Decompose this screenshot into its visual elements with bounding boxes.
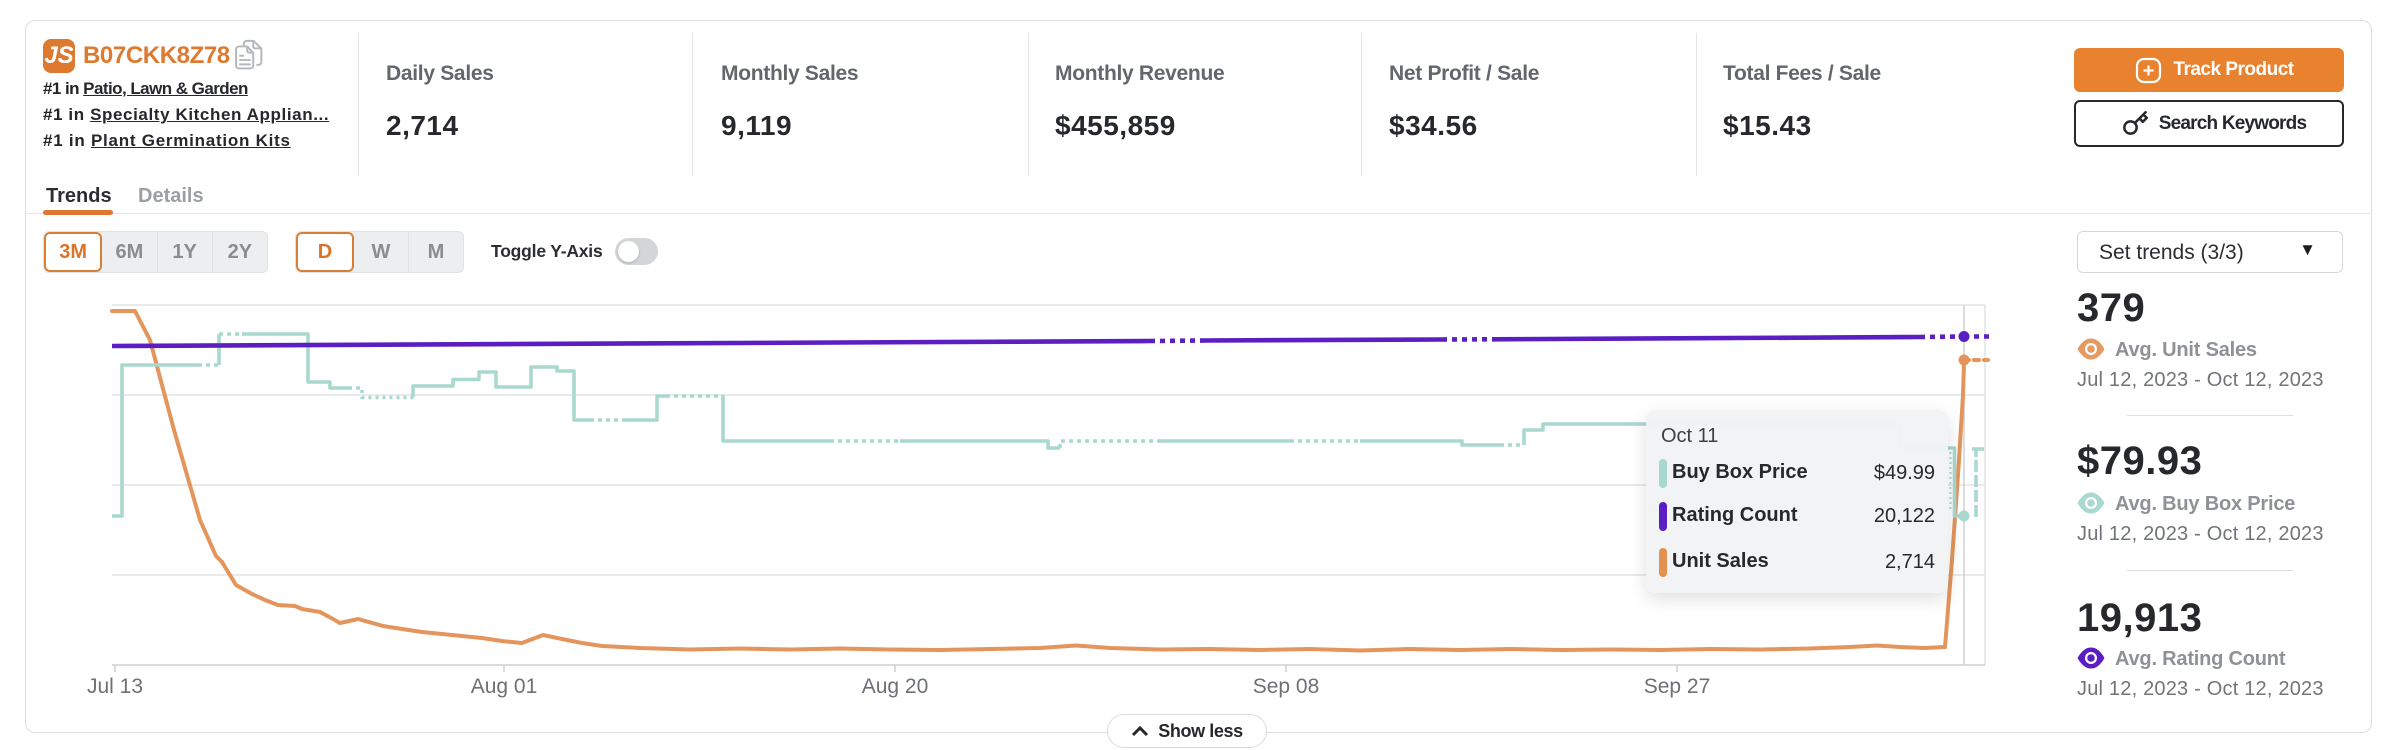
svg-text:Jul 13: Jul 13 <box>87 675 143 698</box>
svg-text:Aug 01: Aug 01 <box>471 675 538 698</box>
svg-text:Sep 27: Sep 27 <box>1644 675 1711 698</box>
svg-text:Aug 20: Aug 20 <box>862 675 929 698</box>
svg-text:Sep 08: Sep 08 <box>1253 675 1320 698</box>
